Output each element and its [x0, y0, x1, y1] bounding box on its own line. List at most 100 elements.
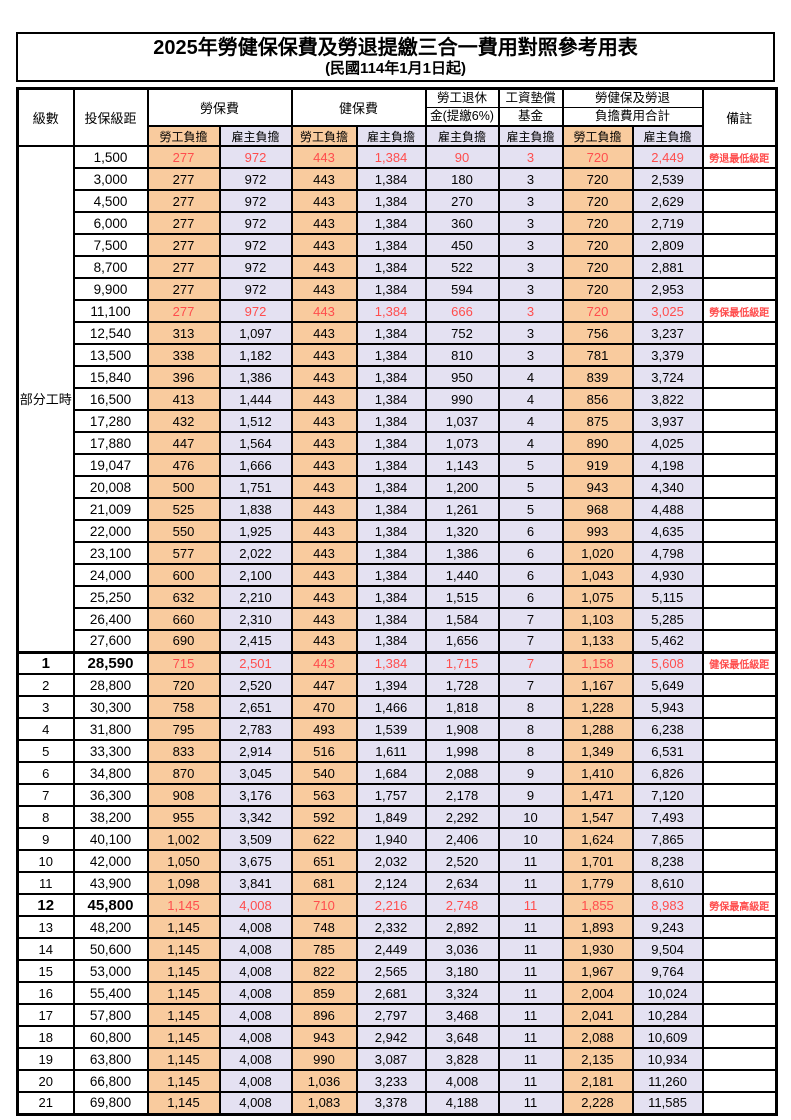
- note-cell: [701, 475, 778, 499]
- fee-cell: 5,285: [631, 607, 704, 631]
- table-row: 13 48,200 1,145 4,008 748 2,332 2,892 11 1,893 9,…: [16, 915, 778, 939]
- bracket-cell: 15,840: [72, 365, 149, 389]
- fee-cell: 1,515: [424, 585, 500, 609]
- fee-cell: 1,818: [424, 695, 500, 719]
- fee-cell: 443: [290, 541, 358, 565]
- fee-cell: 11: [497, 981, 564, 1005]
- bracket-cell: 26,400: [72, 607, 149, 631]
- bracket-cell: 17,880: [72, 431, 149, 455]
- fee-cell: 710: [290, 893, 358, 917]
- fee-cell: 1,656: [424, 629, 500, 653]
- fee-cell: 1,145: [146, 1069, 221, 1093]
- bracket-cell: 8,700: [72, 255, 149, 279]
- fee-cell: 4,798: [631, 541, 704, 565]
- fee-cell: 3: [497, 321, 564, 345]
- fee-cell: 2,415: [218, 629, 293, 653]
- fee-cell: 470: [290, 695, 358, 719]
- fee-cell: 2,022: [218, 541, 293, 565]
- note-cell: [701, 519, 778, 543]
- fee-cell: 856: [561, 387, 634, 411]
- fee-cell: 1,384: [355, 387, 427, 411]
- bracket-cell: 19,047: [72, 453, 149, 477]
- note-cell: [701, 233, 778, 257]
- table-body: 部分工時 1,500 277 972 443 1,384 90 3 720 2,449 勞退最低級距…: [16, 145, 778, 1115]
- note-cell: [701, 277, 778, 301]
- fee-cell: 11: [497, 1025, 564, 1049]
- level-cell: 4: [16, 717, 75, 741]
- note-cell: [701, 321, 778, 345]
- fee-cell: 443: [290, 145, 358, 169]
- fee-cell: 1,182: [218, 343, 293, 367]
- bracket-cell: 11,100: [72, 299, 149, 323]
- fee-cell: 3,509: [218, 827, 293, 851]
- fee-cell: 7: [497, 607, 564, 631]
- fee-cell: 447: [146, 431, 221, 455]
- fee-cell: 4: [497, 365, 564, 389]
- fee-cell: 1,564: [218, 431, 293, 455]
- fee-cell: 11: [497, 893, 564, 917]
- fee-cell: 1,940: [355, 827, 427, 851]
- table-row: 12 45,800 1,145 4,008 710 2,216 2,748 11 1,855 8,…: [16, 893, 778, 917]
- fee-cell: 1,701: [561, 849, 634, 873]
- bracket-cell: 63,800: [72, 1047, 149, 1071]
- fee-cell: 3,378: [355, 1091, 427, 1115]
- fee-cell: 660: [146, 607, 221, 631]
- fee-cell: 10,934: [631, 1047, 704, 1071]
- fee-cell: 919: [561, 453, 634, 477]
- bracket-cell: 28,800: [72, 673, 149, 697]
- fee-cell: 5: [497, 497, 564, 521]
- fee-cell: 1,779: [561, 871, 634, 895]
- fee-cell: 6: [497, 585, 564, 609]
- note-cell: [701, 563, 778, 587]
- fee-cell: 9: [497, 783, 564, 807]
- fee-cell: 1,384: [355, 650, 427, 675]
- fee-cell: 443: [290, 365, 358, 389]
- fee-cell: 10,284: [631, 1003, 704, 1027]
- fee-cell: 4,008: [218, 915, 293, 939]
- fee-cell: 2,449: [355, 937, 427, 961]
- subheader-total-employer: 雇主負擔: [631, 125, 704, 147]
- note-cell: [701, 827, 778, 851]
- fee-cell: 1,410: [561, 761, 634, 785]
- fee-cell: 2,565: [355, 959, 427, 983]
- bracket-cell: 23,100: [72, 541, 149, 565]
- fee-cell: 1,384: [355, 255, 427, 279]
- table-row: 26,400 660 2,310 443 1,384 1,584 7 1,103 5,285: [18, 607, 778, 631]
- fee-cell: 890: [561, 431, 634, 455]
- note-cell: [701, 717, 778, 741]
- fee-cell: 972: [218, 277, 293, 301]
- table-row: 9,900 277 972 443 1,384 594 3 720 2,953: [18, 277, 778, 301]
- fee-cell: 1,394: [355, 673, 427, 697]
- fee-cell: 2,228: [561, 1091, 634, 1115]
- fee-cell: 993: [561, 519, 634, 543]
- table-row: 部分工時 1,500 277 972 443 1,384 90 3 720 2,449 勞退最低級距: [16, 145, 778, 653]
- note-cell: [701, 915, 778, 939]
- fee-cell: 1,384: [355, 299, 427, 323]
- fee-cell: 3,841: [218, 871, 293, 895]
- fee-cell: 632: [146, 585, 221, 609]
- bracket-cell: 22,000: [72, 519, 149, 543]
- page-title: 2025年勞健保保費及勞退提繳三合一費用對照參考用表: [153, 37, 638, 60]
- note-cell: [701, 937, 778, 961]
- fee-cell: 2,501: [218, 650, 293, 675]
- fee-cell: 6,238: [631, 717, 704, 741]
- fee-cell: 2,216: [355, 893, 427, 917]
- fee-cell: 3,324: [424, 981, 500, 1005]
- fee-cell: 2,797: [355, 1003, 427, 1027]
- header-remarks: 備註: [701, 87, 778, 147]
- fee-cell: 2,135: [561, 1047, 634, 1071]
- fee-cell: 9: [497, 761, 564, 785]
- note-cell: [701, 849, 778, 873]
- fee-cell: 1,471: [561, 783, 634, 807]
- fee-cell: 1,036: [290, 1069, 358, 1093]
- fee-cell: 990: [290, 1047, 358, 1071]
- fee-cell: 2,719: [631, 211, 704, 235]
- fee-cell: 10: [497, 827, 564, 851]
- table-row: 5 33,300 833 2,914 516 1,611 1,998 8 1,349 6,531: [16, 739, 778, 763]
- fee-cell: 11: [497, 1047, 564, 1071]
- fee-cell: 1,145: [146, 1047, 221, 1071]
- fee-cell: 4: [497, 387, 564, 411]
- table-row: 1 28,590 715 2,501 443 1,384 1,715 7 1,158 5,608 健…: [16, 650, 778, 675]
- fee-cell: 1,967: [561, 959, 634, 983]
